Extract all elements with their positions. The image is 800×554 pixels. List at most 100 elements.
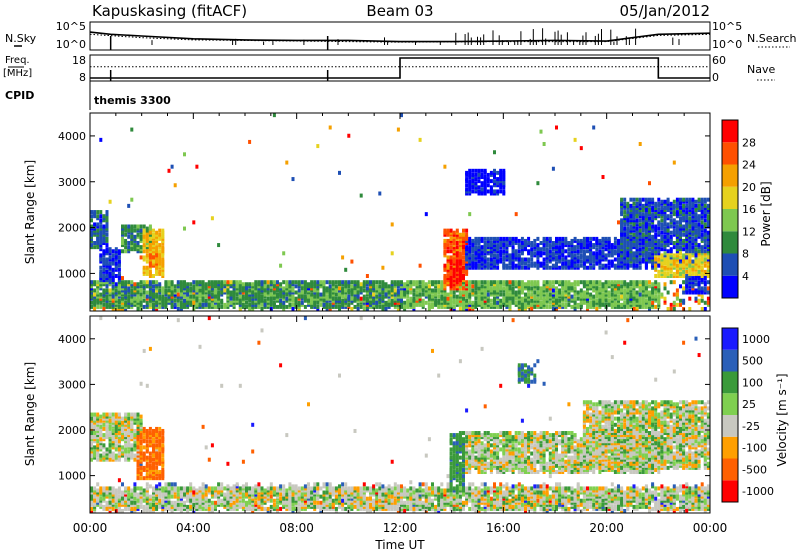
power-cell [127, 230, 131, 235]
power-cell [610, 251, 614, 256]
power-cell [502, 175, 506, 179]
velocity-cell [93, 502, 97, 507]
power-cell [241, 294, 245, 299]
power-cell [272, 294, 276, 299]
power-cell [610, 304, 614, 309]
power-cell [465, 238, 469, 243]
power-cell [517, 245, 521, 250]
power-cell [319, 296, 323, 301]
velocity-cell [96, 451, 100, 456]
velocity-cell [148, 465, 152, 470]
power-cell [257, 304, 261, 309]
power-cell [403, 294, 407, 299]
power-cell [155, 286, 159, 291]
power-cell [198, 280, 202, 285]
power-cell [161, 286, 165, 291]
power-cell [533, 253, 537, 258]
power-cell [341, 302, 345, 307]
power-cell [477, 189, 481, 194]
power-cell [195, 294, 199, 299]
power-cell [694, 265, 698, 270]
velocity-cell [130, 447, 134, 452]
power-cell [561, 298, 565, 303]
power-cell [697, 245, 701, 250]
power-cell [117, 294, 121, 299]
power-cell [620, 290, 624, 295]
power-cell [675, 265, 679, 270]
power-cell [449, 257, 453, 262]
power-cell [102, 228, 106, 233]
power-cell [93, 296, 97, 301]
power-cell [638, 282, 642, 287]
power-cell [551, 288, 555, 293]
power-cell [533, 298, 537, 303]
power-cell [706, 290, 710, 295]
power-cell [477, 238, 481, 243]
power-cell [195, 282, 199, 287]
power-cell [325, 296, 329, 301]
power-cell [672, 280, 676, 285]
power-cell [527, 280, 531, 285]
velocity-cell [155, 476, 159, 481]
power-cell [458, 236, 462, 241]
power-cell [465, 298, 469, 303]
power-cell [589, 245, 593, 250]
power-cell [589, 257, 593, 262]
power-cell [90, 238, 93, 243]
velocity-cell [155, 465, 159, 470]
power-cell [682, 290, 686, 295]
power-cell [471, 185, 475, 190]
power-cell [489, 241, 493, 245]
velocity-cell [124, 412, 128, 417]
power-cell [375, 300, 379, 305]
power-cell [375, 294, 379, 299]
power-cell [564, 255, 568, 260]
power-cell [570, 296, 574, 301]
power-cell [483, 177, 487, 182]
power-cell [105, 280, 109, 285]
power-cell [641, 236, 645, 241]
power-cell [660, 255, 664, 260]
power-cell [632, 208, 636, 212]
power-cell [161, 245, 165, 250]
power-cell [598, 251, 602, 256]
power-cell [427, 302, 431, 307]
power-cell [142, 286, 146, 291]
power-cell [505, 300, 509, 305]
power-cell [257, 300, 261, 305]
power-cell [688, 251, 692, 256]
power-cell [613, 251, 617, 256]
power-cell [703, 197, 707, 202]
power-cell [533, 300, 537, 305]
power-cell [666, 253, 670, 258]
velocity-cell [105, 492, 109, 497]
velocity-cell [142, 453, 146, 458]
power-cell [248, 288, 252, 293]
power-cell [477, 236, 481, 241]
power-cell [294, 304, 298, 309]
power-cell [105, 274, 109, 278]
power-cell [161, 261, 165, 266]
power-cell [424, 292, 428, 297]
power-cell [127, 298, 131, 303]
power-cell [623, 253, 627, 258]
power-cell [548, 292, 552, 297]
power-cell [511, 298, 515, 303]
power-cell [471, 175, 475, 179]
power-cell [291, 302, 295, 307]
power-cell [648, 307, 651, 311]
velocity-cell [139, 445, 143, 450]
power-cell [406, 286, 410, 291]
velocity-cell [136, 455, 140, 460]
power-cell [179, 307, 183, 311]
power-cell [424, 212, 428, 217]
power-cell [694, 298, 698, 303]
power-cell [142, 269, 146, 274]
power-cell [251, 286, 255, 291]
power-cell [685, 259, 689, 264]
power-cell [685, 243, 689, 248]
power-cell [644, 290, 648, 295]
power-cell [133, 243, 137, 248]
power-cell [480, 280, 484, 285]
power-cell [641, 216, 645, 221]
